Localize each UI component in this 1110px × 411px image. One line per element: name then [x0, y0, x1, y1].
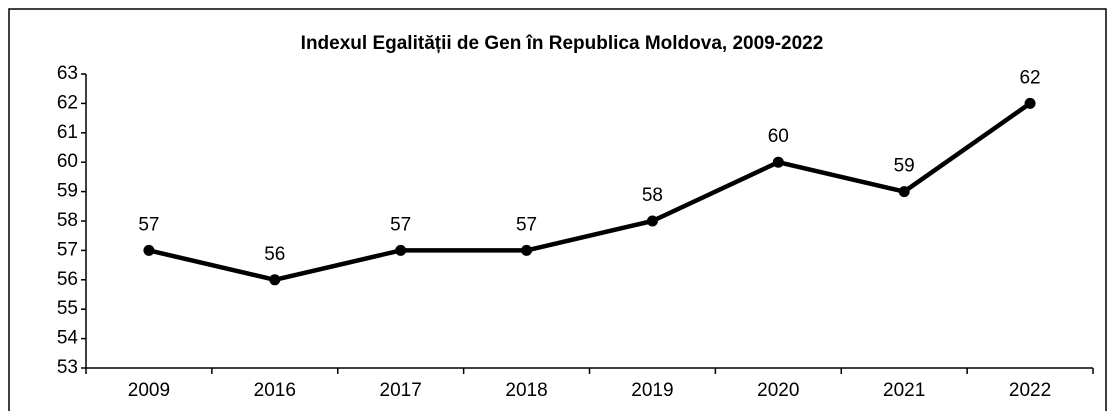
y-tick-label: 57 — [57, 239, 78, 260]
y-tick-label: 60 — [57, 151, 78, 172]
data-label: 59 — [894, 156, 915, 177]
y-tick-label: 53 — [57, 357, 78, 378]
point — [772, 156, 784, 168]
x-tick-label: 2017 — [380, 380, 422, 401]
x-tick-label: 2009 — [128, 380, 170, 401]
x-tick-label: 2019 — [631, 380, 673, 401]
data-label: 60 — [768, 126, 789, 147]
y-tick-label: 59 — [57, 181, 78, 202]
point — [143, 244, 155, 256]
point — [1024, 97, 1036, 109]
data-label: 62 — [1019, 67, 1040, 88]
data-label: 57 — [516, 214, 537, 235]
line — [148, 101, 1032, 283]
chart-title: Indexul Egalității de Gen în Republica M… — [301, 33, 824, 54]
y-tick-label: 62 — [57, 92, 78, 113]
y-tick-label: 61 — [57, 122, 78, 143]
y-tick-label: 54 — [57, 328, 79, 349]
point — [521, 244, 533, 256]
x-tick-label: 2018 — [505, 380, 547, 401]
y-tick-label: 55 — [57, 298, 78, 319]
y-tick-label: 56 — [57, 269, 78, 290]
x-tick-label: 2016 — [254, 380, 296, 401]
point — [395, 244, 407, 256]
point — [646, 215, 658, 227]
x-tick-label: 2022 — [1009, 380, 1051, 401]
data-label: 57 — [390, 214, 411, 235]
x-tick-label: 2020 — [757, 380, 799, 401]
x-tick-label: 2021 — [883, 380, 925, 401]
chart-frame — [8, 8, 1107, 411]
data-label: 57 — [138, 214, 159, 235]
point — [898, 186, 910, 198]
data-label: 58 — [642, 185, 663, 206]
y-tick-label: 58 — [57, 210, 78, 231]
y-tick-label: 63 — [57, 63, 78, 84]
point — [269, 274, 281, 286]
data-label: 56 — [264, 244, 285, 265]
